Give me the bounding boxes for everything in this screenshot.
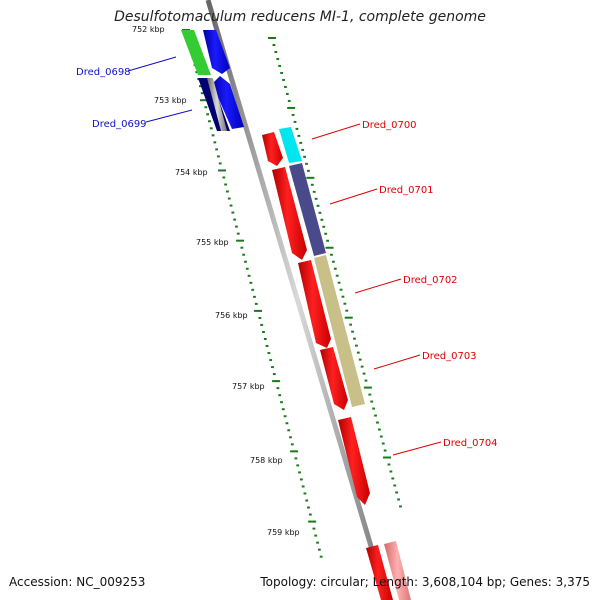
leader-dred-0701	[329, 188, 378, 205]
gene-dred-0698-arrow[interactable]	[203, 30, 230, 74]
gene-label-dred-0704[interactable]: Dred_0704	[443, 438, 498, 449]
accession-text: Accession: NC_009253	[9, 575, 146, 589]
inner-tick-rail	[182, 29, 323, 558]
gene-label-dred-0700[interactable]: Dred_0700	[362, 120, 417, 131]
kbp-label: 755 kbp	[196, 238, 229, 247]
kbp-label: 753 kbp	[154, 96, 187, 105]
gene-label-dred-0698[interactable]: Dred_0698	[76, 67, 131, 78]
gene-labels: Dred_0698 Dred_0699 Dred_0700 Dred_0701 …	[76, 67, 498, 449]
gene-label-dred-0699[interactable]: Dred_0699	[92, 119, 147, 130]
gene-label-dred-0703[interactable]: Dred_0703	[422, 351, 477, 362]
kbp-label: 758 kbp	[250, 456, 283, 465]
leader-dred-0702	[354, 278, 402, 294]
topology-text: Topology: circular; Length: 3,608,104 bp…	[260, 575, 590, 589]
kbp-label: 757 kbp	[232, 382, 265, 391]
outer-tick-rail	[268, 37, 402, 508]
cog-track-forward	[279, 127, 365, 407]
map-title: Desulfotomaculum reducens MI-1, complete…	[114, 9, 486, 25]
kbp-label: 754 kbp	[175, 168, 208, 177]
kbp-label: 756 kbp	[215, 311, 248, 320]
kbp-label: 752 kbp	[132, 25, 165, 34]
gene-dred-0704-arrow[interactable]	[338, 417, 370, 505]
kbp-label: 759 kbp	[267, 528, 300, 537]
gene-label-dred-0701[interactable]: Dred_0701	[379, 185, 434, 196]
gene-dred-0700-arrow[interactable]	[262, 132, 283, 166]
gene-dred-0703-arrow[interactable]	[320, 347, 348, 410]
kbp-labels: 752 kbp 753 kbp 754 kbp 755 kbp 756 kbp …	[132, 25, 300, 537]
gene-dred-0699-grey[interactable]	[207, 78, 227, 131]
cog-block-cyan[interactable]	[279, 127, 302, 163]
reverse-strand-genes	[203, 30, 244, 131]
genome-backbone	[205, 0, 390, 600]
gene-next-arrow[interactable]	[366, 545, 393, 600]
leader-dred-0698	[127, 56, 177, 72]
leader-dred-0703	[373, 354, 421, 370]
gene-dred-0701-arrow[interactable]	[272, 167, 307, 260]
gene-dred-0699-arrow[interactable]	[212, 76, 244, 129]
cog-block-khaki[interactable]	[314, 255, 365, 407]
forward-strand-genes	[262, 132, 411, 600]
gene-next-pink[interactable]	[384, 541, 411, 600]
leader-dred-0699	[145, 109, 193, 123]
gene-label-dred-0702[interactable]: Dred_0702	[403, 275, 458, 286]
leader-dred-0700	[311, 123, 361, 140]
leader-dred-0704	[392, 441, 442, 456]
cog-block-navy[interactable]	[289, 163, 326, 256]
gene-dred-0702-arrow[interactable]	[298, 260, 331, 348]
label-leaders	[127, 56, 442, 456]
cog-block-green[interactable]	[181, 30, 211, 75]
